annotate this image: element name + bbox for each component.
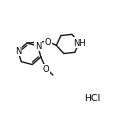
Text: NH: NH (72, 39, 85, 48)
Text: HCl: HCl (83, 93, 99, 102)
Text: O: O (44, 37, 51, 46)
Text: N: N (34, 42, 41, 51)
Text: N: N (14, 47, 21, 56)
Text: O: O (42, 65, 49, 73)
